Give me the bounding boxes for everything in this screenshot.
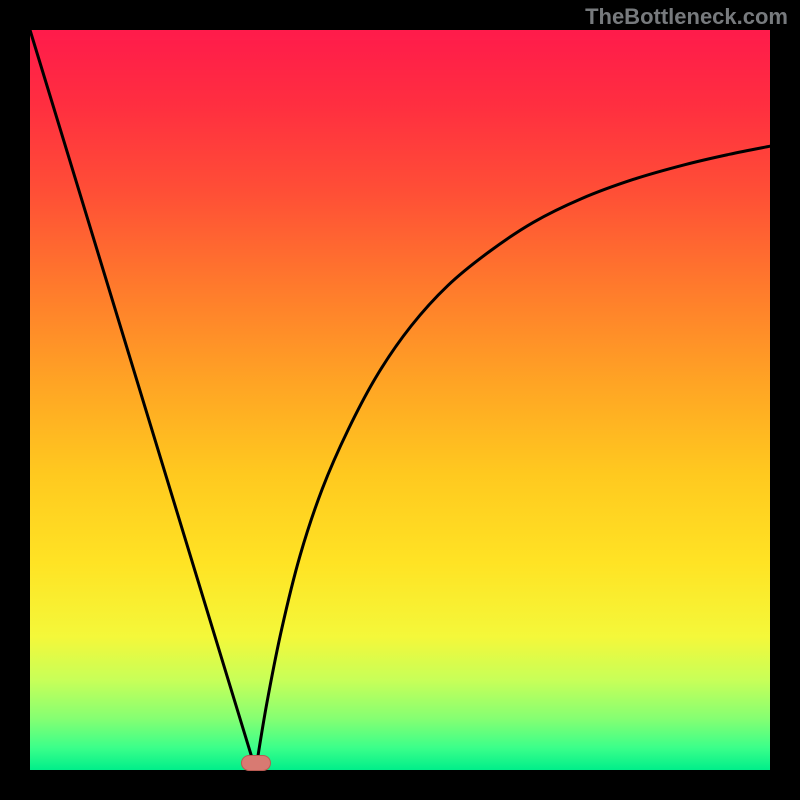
curve-svg <box>30 30 770 770</box>
chart-root: TheBottleneck.com <box>0 0 800 800</box>
curve-path <box>30 30 770 770</box>
minimum-marker <box>241 755 271 771</box>
plot-area <box>30 30 770 770</box>
watermark-text: TheBottleneck.com <box>585 4 788 30</box>
